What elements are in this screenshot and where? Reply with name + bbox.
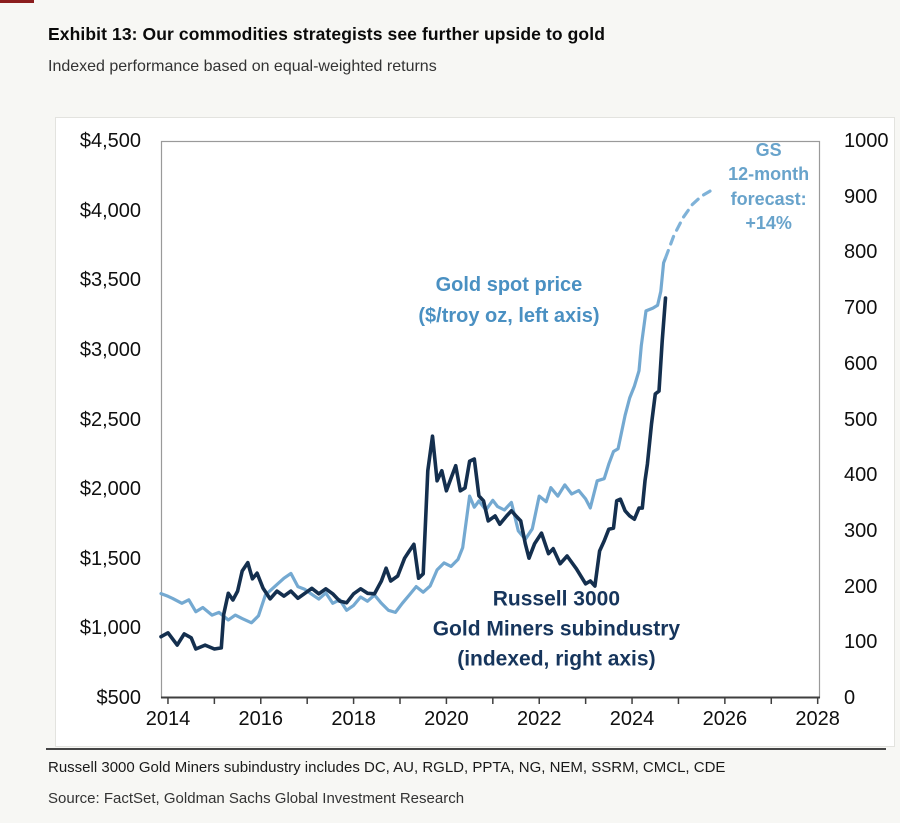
right-axis-tick-label: 500 [844, 408, 878, 431]
left-axis-tick-label: $4,500 [79, 130, 141, 152]
right-axis-tick-label: 0 [844, 687, 856, 709]
left-axis-tick-label: $500 [96, 687, 142, 709]
x-axis-tick-label: 2022 [516, 708, 562, 730]
right-axis-tick-label: 400 [844, 464, 878, 487]
left-axis-tick-label: $1,500 [79, 547, 141, 570]
right-axis-tick-label: 800 [844, 241, 878, 264]
top-left-red-mark [0, 0, 34, 3]
russell-series-label: Russell 3000 Gold Miners subindustry (in… [432, 587, 681, 670]
series-line-forecast [663, 189, 712, 260]
gold-series-label: Gold spot price ($/troy oz, left axis) [418, 274, 600, 328]
right-axis-tick-label: 200 [844, 575, 878, 598]
series-line-left [159, 256, 668, 625]
series-line-right [159, 296, 668, 651]
exhibit-subtitle: Indexed performance based on equal-weigh… [48, 58, 437, 75]
right-axis-tick-label: 100 [844, 631, 878, 654]
x-axis-tick-label: 2018 [331, 708, 376, 730]
left-axis-tick-label: $1,000 [79, 617, 141, 640]
source-text: Source: FactSet, Goldman Sachs Global In… [48, 790, 465, 807]
x-axis-tick-label: 2020 [424, 708, 469, 730]
right-axis-tick-label: 700 [844, 297, 878, 320]
left-axis-tick-label: $3,000 [79, 338, 141, 361]
x-axis-tick-label: 2014 [145, 708, 191, 730]
right-axis-tick-label: 1000 [844, 130, 889, 152]
x-axis-tick-label: 2028 [795, 708, 840, 730]
forecast-label: GS 12-month forecast: +14% [728, 139, 810, 234]
x-axis-tick-label: 2024 [609, 708, 655, 730]
x-axis-tick-label: 2016 [238, 708, 284, 730]
right-axis-tick-label: 900 [844, 185, 878, 208]
left-axis-tick-label: $4,000 [79, 199, 141, 222]
chart-card: $4,500 $4,000 $3,500 $3,000 $2,500 $2,000 $1,5… [55, 117, 895, 747]
x-axis-tick-label: 2026 [702, 708, 748, 730]
left-axis-tick-label: $2,000 [79, 478, 141, 501]
footer-separator [46, 748, 886, 750]
right-axis-tick-label: 600 [844, 352, 878, 375]
left-axis-tick-label: $2,500 [79, 408, 141, 431]
plot-svg [159, 140, 821, 704]
footnote-text: Russell 3000 Gold Miners subindustry inc… [48, 759, 726, 776]
right-axis-tick-label: 300 [844, 519, 878, 542]
exhibit-title: Exhibit 13: Our commodities strategists … [48, 24, 605, 44]
left-axis-tick-label: $3,500 [79, 269, 141, 292]
